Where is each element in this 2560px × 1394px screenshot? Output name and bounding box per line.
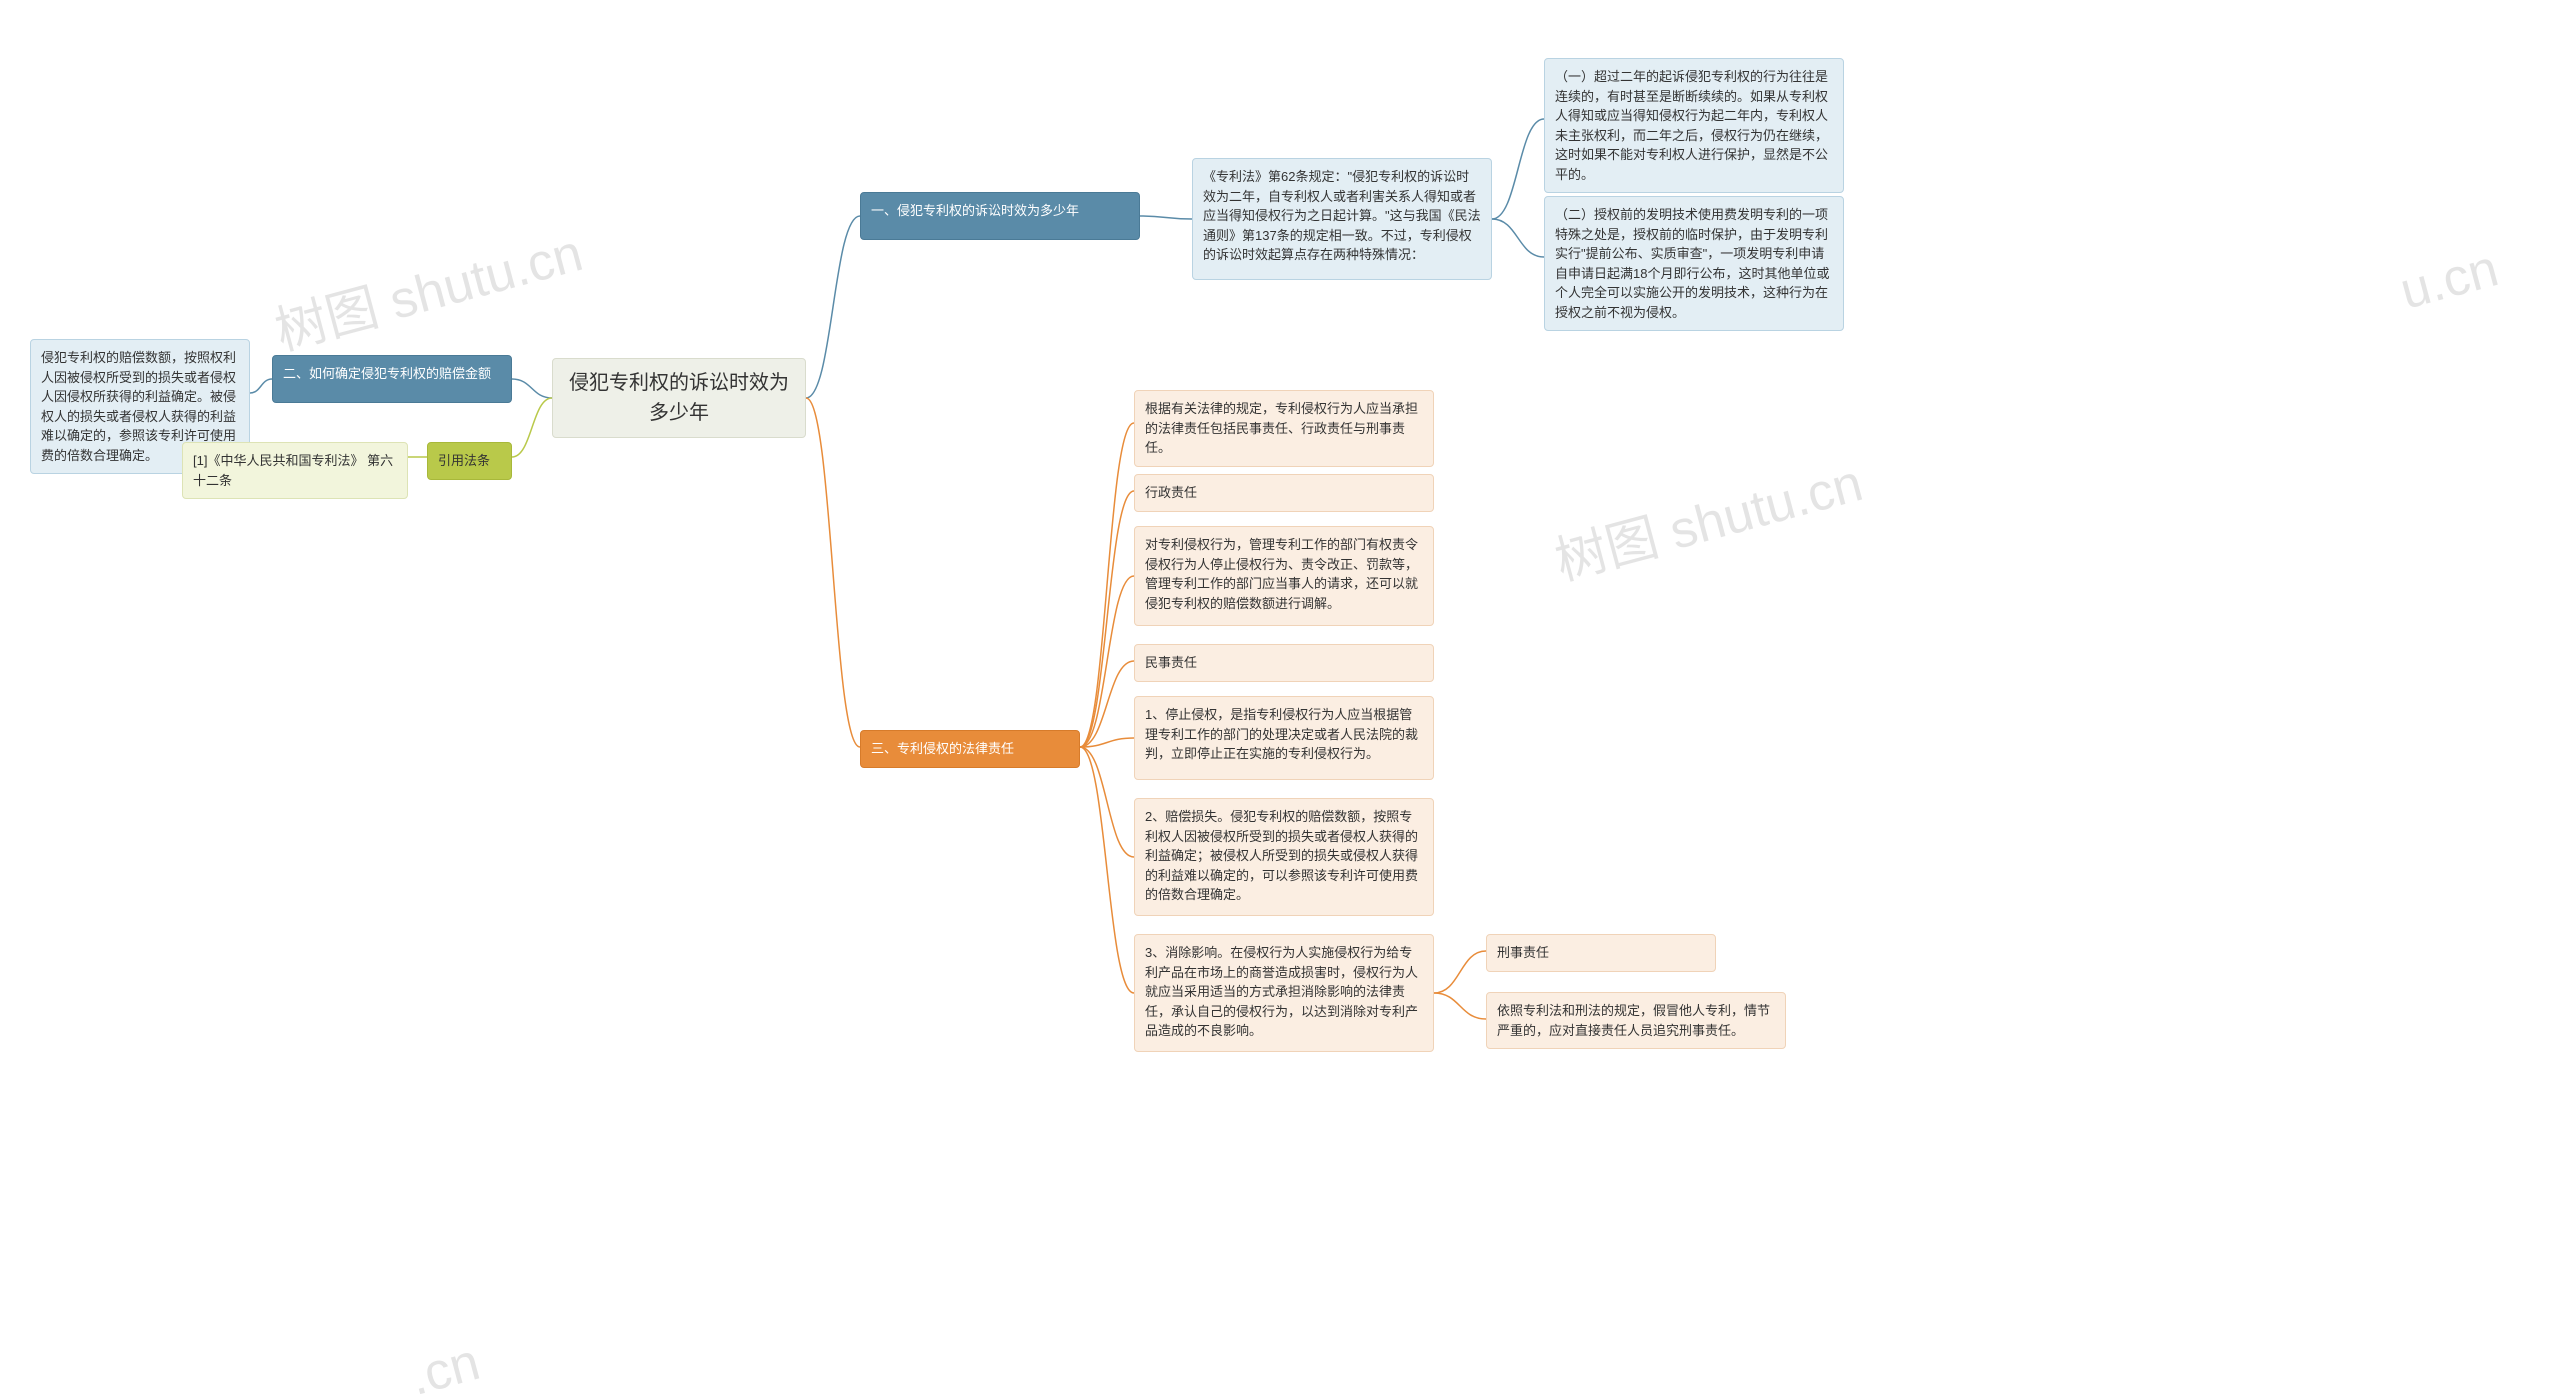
node-section3-sub[interactable]: 刑事责任 bbox=[1486, 934, 1716, 972]
connector-edge bbox=[1080, 661, 1134, 747]
connector-edge bbox=[1080, 576, 1134, 747]
node-section3-item[interactable]: 行政责任 bbox=[1134, 474, 1434, 512]
watermark: 树图 shutu.cn bbox=[1546, 441, 1870, 595]
connector-edge bbox=[1492, 219, 1544, 257]
node-references[interactable]: 引用法条 bbox=[427, 442, 512, 480]
connector-edge bbox=[250, 379, 272, 393]
connector-edge bbox=[1080, 491, 1134, 747]
connector-edge bbox=[1140, 216, 1192, 219]
watermark: 树图 shutu.cn bbox=[266, 211, 590, 365]
connector-edge bbox=[512, 379, 552, 398]
node-section3-sub[interactable]: 依照专利法和刑法的规定，假冒他人专利，情节严重的，应对直接责任人员追究刑事责任。 bbox=[1486, 992, 1786, 1049]
node-section3-item[interactable]: 根据有关法律的规定，专利侵权行为人应当承担的法律责任包括民事责任、行政责任与刑事… bbox=[1134, 390, 1434, 467]
node-section3-item[interactable]: 对专利侵权行为，管理专利工作的部门有权责令侵权行为人停止侵权行为、责令改正、罚款… bbox=[1134, 526, 1434, 626]
node-section1-detail[interactable]: 《专利法》第62条规定："侵犯专利权的诉讼时效为二年，自专利权人或者利害关系人得… bbox=[1192, 158, 1492, 280]
watermark: .cn bbox=[403, 1332, 486, 1394]
watermark: u.cn bbox=[2394, 238, 2504, 321]
connector-edge bbox=[1080, 747, 1134, 857]
node-section3-item[interactable]: 1、停止侵权，是指专利侵权行为人应当根据管理专利工作的部门的处理决定或者人民法院… bbox=[1134, 696, 1434, 780]
connector-edge bbox=[806, 398, 860, 747]
node-section3-item[interactable]: 3、消除影响。在侵权行为人实施侵权行为给专利产品在市场上的商誉造成损害时，侵权行… bbox=[1134, 934, 1434, 1052]
node-section3-item[interactable]: 2、赔偿损失。侵犯专利权的赔偿数额，按照专利权人因被侵权所受到的损失或者侵权人获… bbox=[1134, 798, 1434, 916]
root-node[interactable]: 侵犯专利权的诉讼时效为多少年 bbox=[552, 358, 806, 438]
node-section1[interactable]: 一、侵犯专利权的诉讼时效为多少年 bbox=[860, 192, 1140, 240]
node-section2[interactable]: 二、如何确定侵犯专利权的赔偿金额 bbox=[272, 355, 512, 403]
node-section1-leaf1[interactable]: （一）超过二年的起诉侵犯专利权的行为往往是连续的，有时甚至是断断续续的。如果从专… bbox=[1544, 58, 1844, 193]
connector-edge bbox=[1080, 738, 1134, 747]
node-section1-leaf2[interactable]: （二）授权前的发明技术使用费发明专利的一项特殊之处是，授权前的临时保护，由于发明… bbox=[1544, 196, 1844, 331]
connector-edge bbox=[1492, 119, 1544, 219]
connector-edge bbox=[1434, 993, 1486, 1019]
node-section3[interactable]: 三、专利侵权的法律责任 bbox=[860, 730, 1080, 768]
connector-edge bbox=[512, 398, 552, 457]
connector-edge bbox=[1434, 951, 1486, 993]
connector-edge bbox=[1080, 423, 1134, 747]
connector-edge bbox=[1080, 747, 1134, 993]
node-references-detail[interactable]: [1]《中华人民共和国专利法》 第六十二条 bbox=[182, 442, 408, 499]
connector-edge bbox=[806, 216, 860, 398]
node-section3-item[interactable]: 民事责任 bbox=[1134, 644, 1434, 682]
